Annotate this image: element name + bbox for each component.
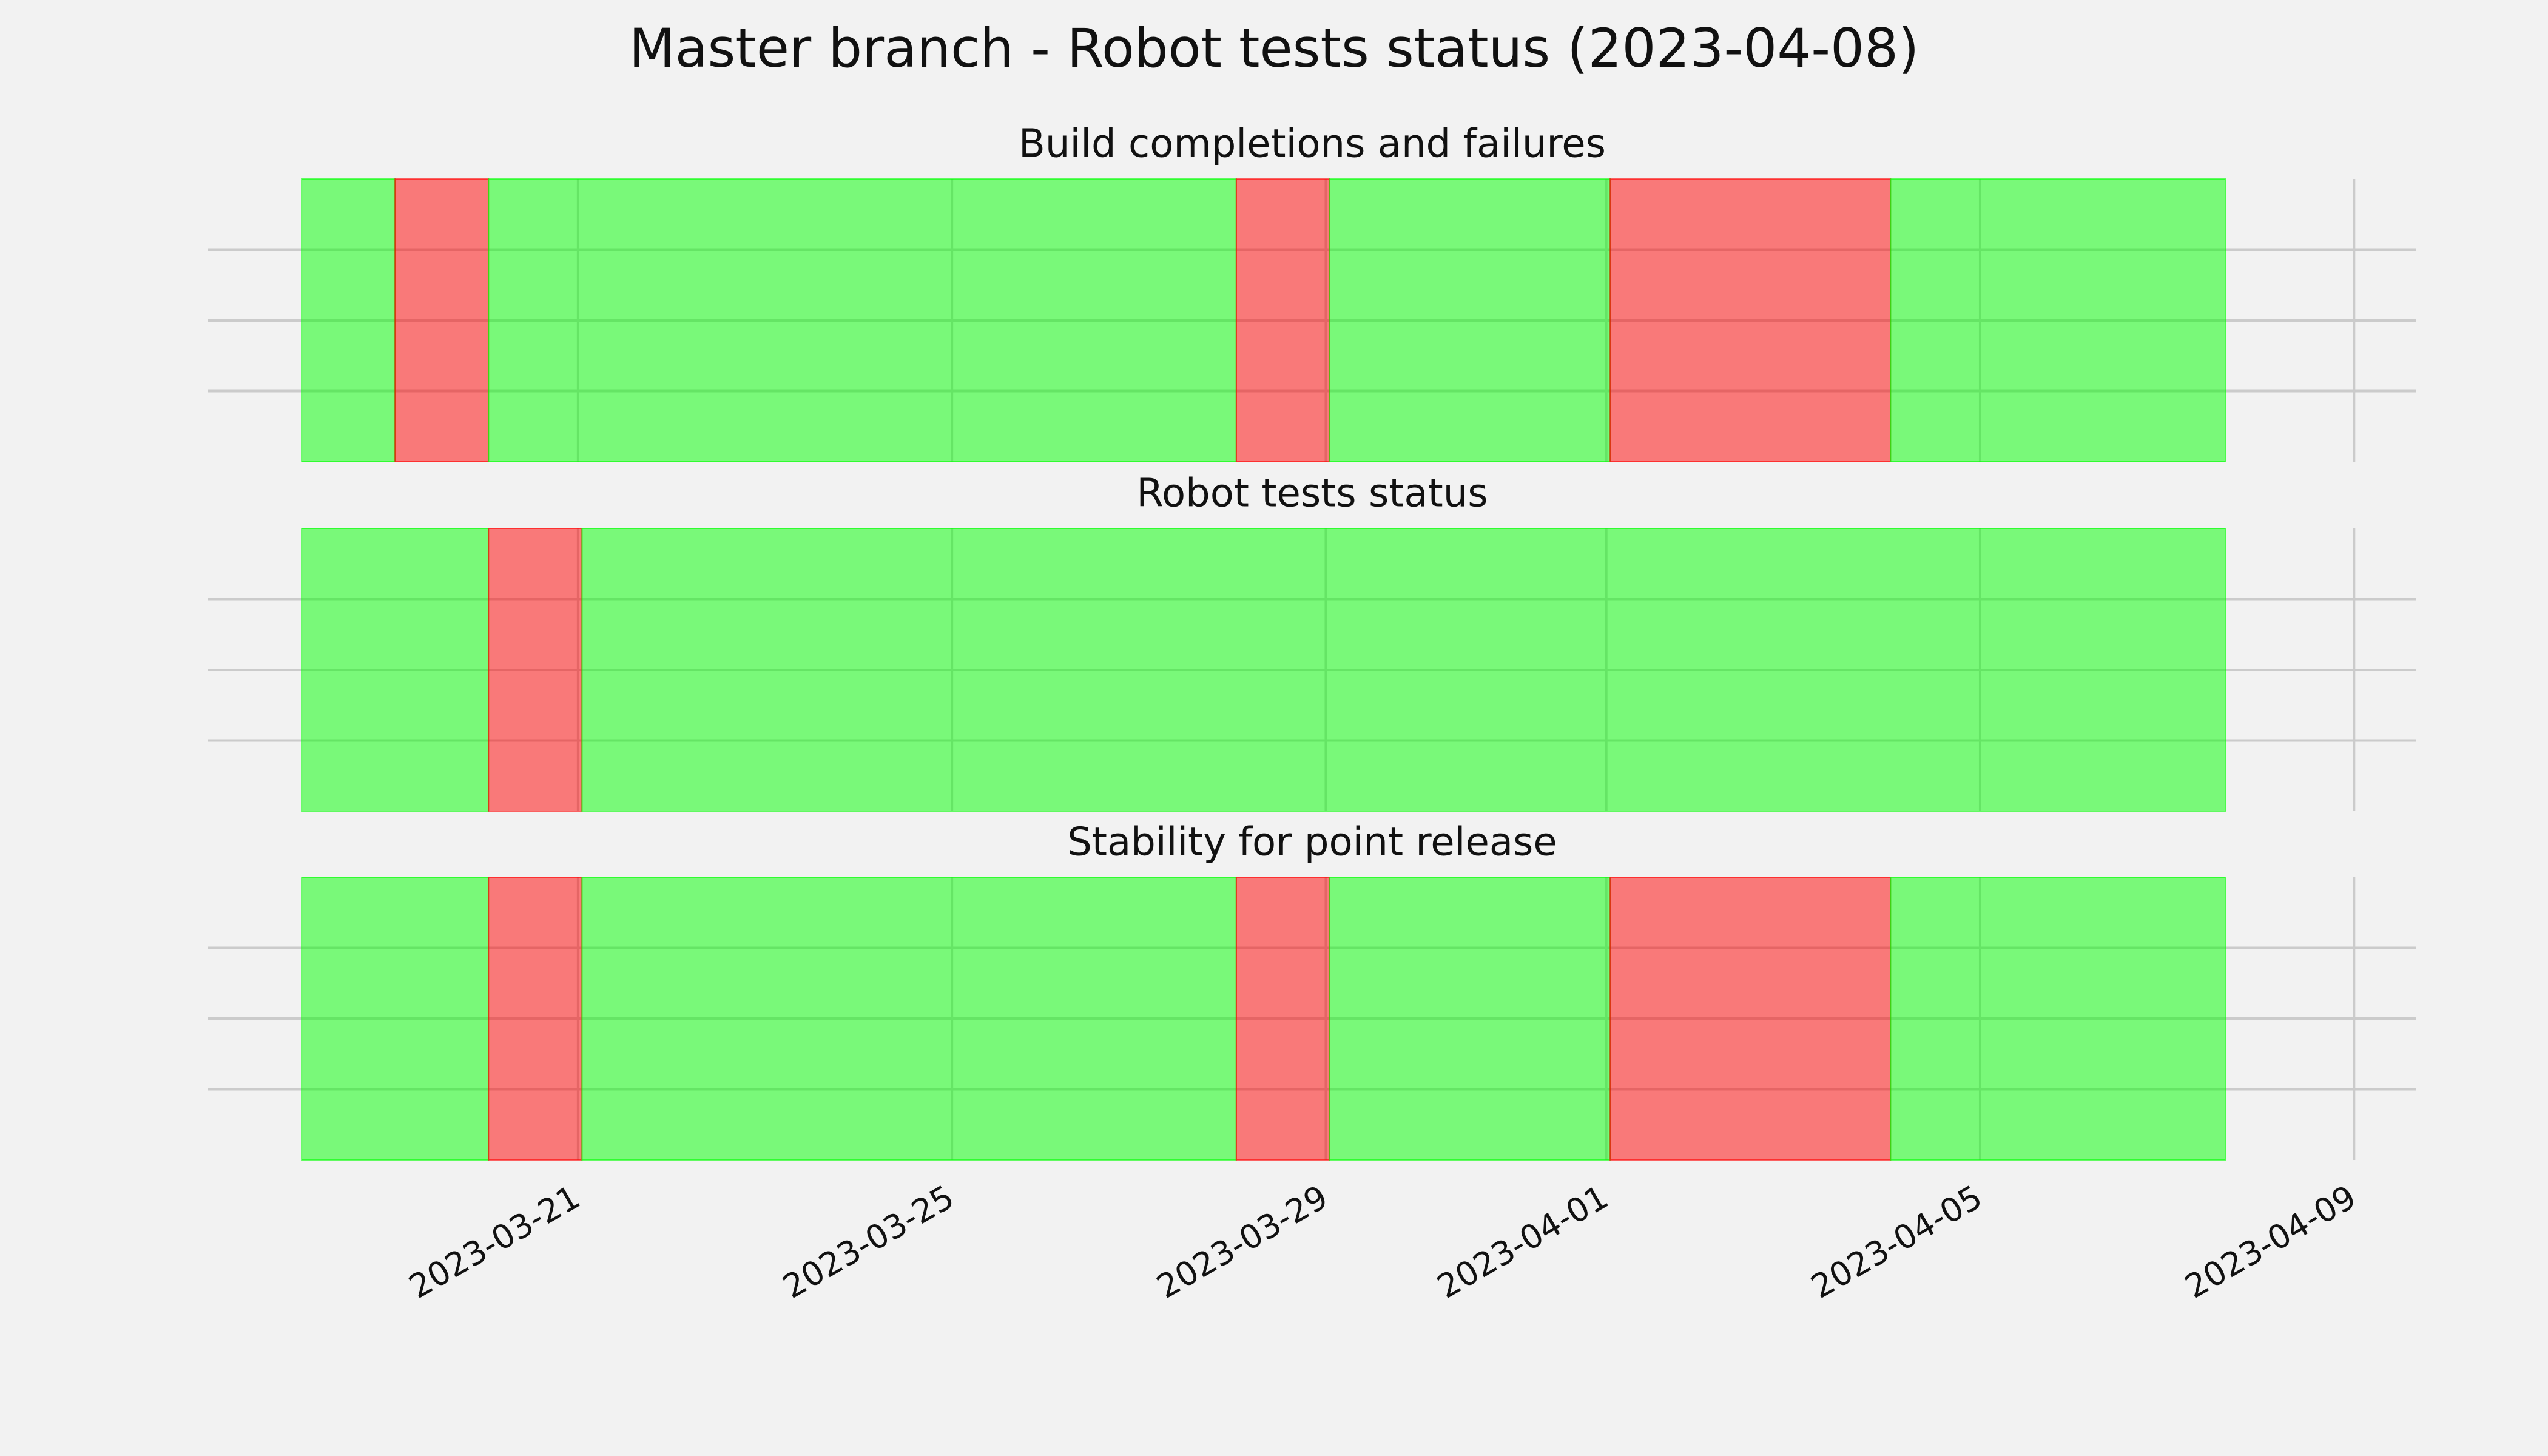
panel-title: Stability for point release — [1067, 820, 1557, 865]
status-span — [581, 877, 1237, 1161]
status-span — [488, 877, 583, 1161]
status-span — [1329, 877, 1611, 1161]
status-span — [1890, 178, 2226, 462]
status-span — [488, 528, 583, 812]
status-span — [488, 178, 1237, 462]
status-span — [1329, 178, 1611, 462]
status-span — [1235, 877, 1330, 1161]
status-span — [1235, 178, 1330, 462]
status-span — [301, 528, 490, 812]
status-span — [1890, 877, 2226, 1161]
panel-title: Build completions and failures — [1019, 122, 1606, 167]
status-span — [1609, 178, 1892, 462]
status-span — [301, 877, 490, 1161]
panel-title: Robot tests status — [1136, 471, 1488, 516]
status-span — [301, 178, 396, 462]
status-span — [394, 178, 490, 462]
chart-title: Master branch - Robot tests status (2023… — [629, 17, 1919, 79]
status-span — [581, 528, 2226, 812]
status-span — [1609, 877, 1892, 1161]
